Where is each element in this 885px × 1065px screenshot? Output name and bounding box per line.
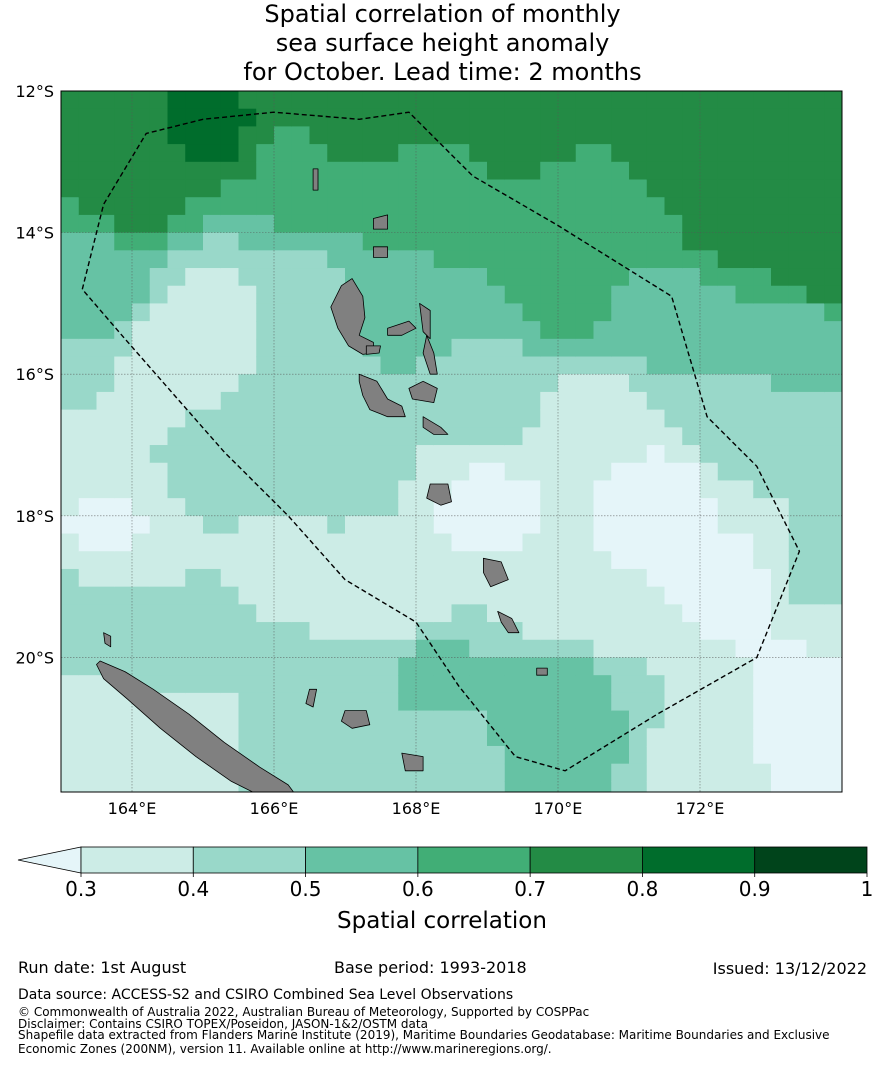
land-masses	[96, 168, 548, 792]
lon-tick-label: 168°E	[392, 799, 441, 818]
lon-tick-label: 172°E	[676, 799, 725, 818]
data-source: Data source: ACCESS-S2 and CSIRO Combine…	[18, 987, 514, 1003]
colorbar-box	[529, 846, 643, 874]
title-line-2: sea surface height anomaly	[275, 29, 610, 57]
correlation-field	[61, 91, 842, 792]
gaua-island-icon	[372, 246, 389, 258]
copyright: © Commonwealth of Australia 2022, Austra…	[18, 1005, 590, 1019]
colorbar: 0.3 0.4 0.5 0.6 0.7 0.8 0.9 1 Spatial correlati…	[17, 846, 874, 934]
eez-boundary-line	[81, 111, 801, 772]
colorbar-tick-label: 0.8	[627, 877, 659, 901]
malekula-island-icon	[358, 373, 406, 418]
belep-islands-icon	[103, 632, 112, 648]
issued-date: Issued: 13/12/2022	[712, 959, 867, 978]
colorbar-label: Spatial correlation	[337, 908, 547, 934]
malo-island-icon	[365, 345, 381, 355]
base-period: Base period: 1993-2018	[334, 958, 527, 977]
lon-tick-label: 164°E	[108, 799, 157, 818]
shapefile-credit-1: Shapefile data extracted from Flanders M…	[18, 1028, 830, 1042]
lat-tick-label: 12°S	[15, 82, 54, 101]
colorbar-box	[80, 846, 194, 874]
colorbar-box	[642, 846, 756, 874]
lifou-island-icon	[340, 710, 371, 729]
title-line-3: for October. Lead time: 2 months	[243, 58, 642, 86]
colorbar-tick-label: 0.5	[290, 877, 322, 901]
disclaimer: Disclaimer: Contains CSIRO TOPEX/Poseido…	[18, 1017, 428, 1031]
shapefile-credit-2: Economic Zones (200NM), version 11. Avai…	[18, 1042, 552, 1056]
colorbar-box	[305, 846, 419, 874]
eez-boundary	[81, 111, 801, 772]
map-frame	[60, 90, 843, 793]
tanna-island-icon	[497, 611, 520, 634]
correlation-map: 12°S 14°S 16°S 18°S 20°S 164°E 166°E 168°E 170°…	[15, 82, 843, 818]
colorbar-extend-min	[17, 846, 82, 874]
colorbar-tick-label: 0.3	[65, 877, 97, 901]
colorbar-tick-label: 0.4	[177, 877, 209, 901]
aneityum-island-icon	[536, 667, 548, 676]
mare-island-icon	[401, 752, 424, 772]
ambrym-island-icon	[408, 380, 438, 404]
new-caledonia-icon	[96, 660, 294, 792]
pentecost-island-icon	[422, 334, 438, 375]
efate-island-icon	[426, 483, 452, 506]
erromango-island-icon	[482, 557, 509, 588]
colorbar-tick-label: 0.7	[514, 877, 546, 901]
lat-tick-label: 20°S	[15, 648, 54, 667]
colorbar-tick-label: 0.6	[402, 877, 434, 901]
run-date: Run date: 1st August	[18, 958, 187, 977]
lon-tick-label: 170°E	[534, 799, 583, 818]
lon-tick-label: 166°E	[250, 799, 299, 818]
ouvea-island-icon	[305, 688, 318, 708]
colorbar-tick-label: 1	[861, 877, 874, 901]
latitude-labels: 12°S 14°S 16°S 18°S 20°S	[15, 82, 54, 667]
epi-island-icon	[422, 416, 449, 435]
lat-tick-label: 16°S	[15, 365, 54, 384]
vanua-lava-island-icon	[372, 214, 389, 230]
map-title: Spatial correlation of monthly sea surfa…	[0, 0, 885, 87]
torres-islands-icon	[312, 168, 319, 191]
title-line-1: Spatial correlation of monthly	[264, 0, 621, 28]
graticule	[61, 91, 842, 792]
colorbar-tick-label: 0.9	[739, 877, 771, 901]
colorbar-box	[192, 846, 306, 874]
colorbar-box	[417, 846, 531, 874]
ambae-island-icon	[387, 320, 417, 336]
lat-tick-label: 14°S	[15, 224, 54, 243]
lat-tick-label: 18°S	[15, 507, 54, 526]
colorbar-box	[754, 846, 868, 874]
longitude-labels: 164°E 166°E 168°E 170°E 172°E	[108, 799, 725, 818]
maewo-island-icon	[419, 302, 431, 340]
